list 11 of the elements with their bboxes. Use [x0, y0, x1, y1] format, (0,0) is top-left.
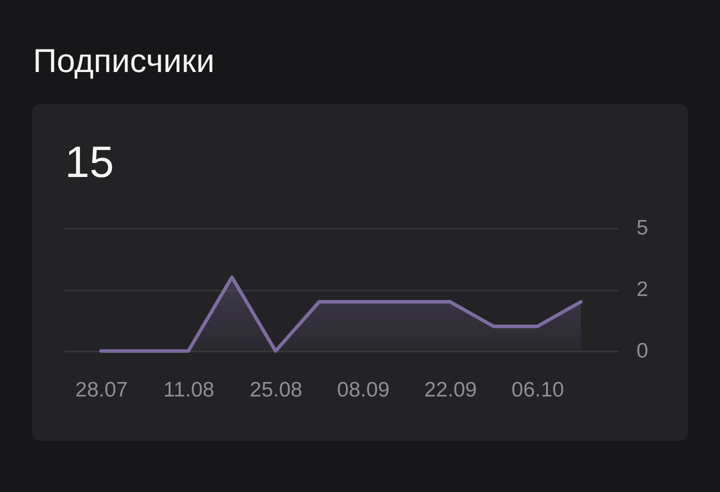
y-tick-label: 0 [636, 340, 648, 362]
x-tick-label: 28.07 [75, 378, 128, 402]
x-tick-label: 11.08 [163, 378, 214, 402]
y-tick-label: 2 [636, 278, 648, 301]
chart-subtitle: 15 [65, 138, 114, 187]
x-tick-label: 06.10 [512, 378, 564, 402]
y-tick-label: 5 [636, 216, 648, 240]
x-tick-label: 08.09 [337, 378, 390, 402]
x-tick-label: 22.09 [424, 378, 477, 402]
chart-title: Подписчики [33, 42, 215, 79]
x-tick-label: 25.08 [250, 378, 302, 402]
